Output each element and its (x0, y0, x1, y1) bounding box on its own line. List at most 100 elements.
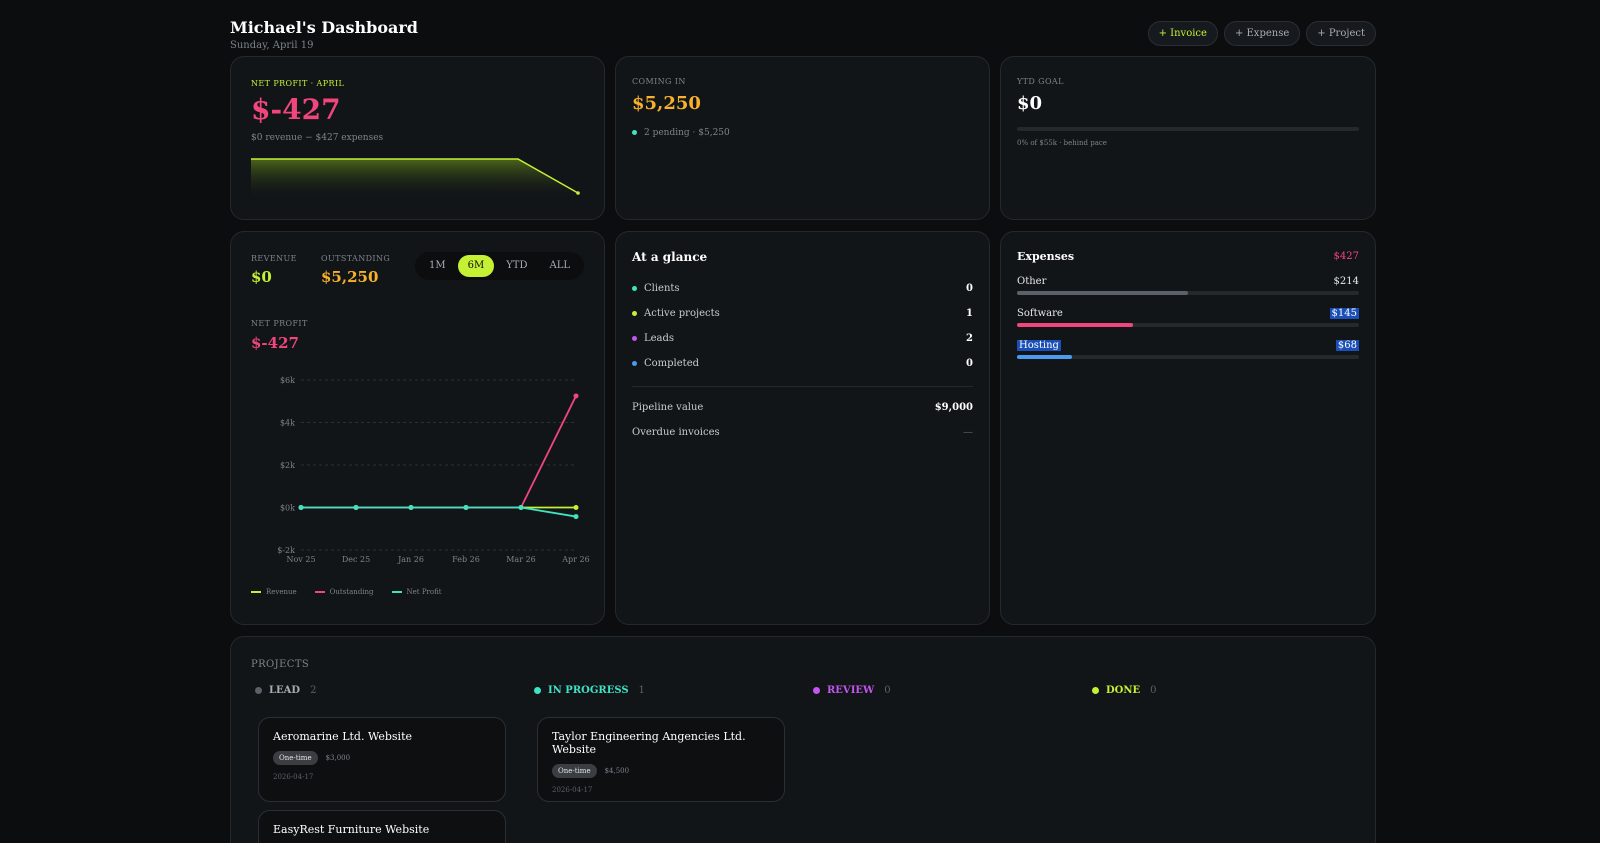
clients-dot (632, 285, 637, 291)
ytd-goal-value: $0 (1017, 93, 1043, 114)
at-a-glance-title: At a glance (632, 250, 708, 264)
column-in-progress[interactable]: IN PROGRESS 1 (534, 685, 645, 696)
page-title: Michael's Dashboard (230, 18, 418, 37)
expense-value: $68 (1335, 340, 1359, 351)
project-card[interactable]: Aeromarine Ltd. Website One-time $3,000 2… (258, 717, 506, 802)
column-label: LEAD (269, 685, 301, 696)
review-dot (813, 687, 820, 694)
page-date: Sunday, April 19 (230, 40, 314, 51)
y-tick-label: $-2k (277, 546, 295, 555)
in-progress-dot (534, 687, 541, 694)
column-label: REVIEW (827, 685, 875, 696)
expense-row-other: Other $214 (1017, 276, 1359, 295)
column-review[interactable]: REVIEW 0 (813, 685, 891, 696)
x-tick-label: Apr 26 (561, 555, 589, 564)
glance-label: Leads (644, 332, 675, 344)
projects-board: PROJECTS LEAD 2 IN PROGRESS 1 REVIEW 0 DONE… (230, 636, 1376, 843)
x-tick-label: Dec 25 (342, 555, 370, 564)
legend-item[interactable]: Revenue (251, 588, 297, 596)
x-tick-label: Jan 26 (397, 555, 424, 564)
data-point[interactable] (353, 505, 359, 510)
glance-value: 2 (966, 332, 973, 344)
expense-label: Other (1017, 276, 1047, 287)
expenses-card: Expenses $427 Other $214 Software $145 Hos… (1000, 231, 1376, 625)
data-point[interactable] (298, 505, 304, 510)
project-price: $3,000 (325, 754, 351, 762)
pipeline-row: Pipeline value $9,000 (632, 398, 973, 416)
add-invoice-button[interactable]: + Invoice (1147, 21, 1218, 46)
net-profit-label: NET PROFIT · APRIL (251, 79, 345, 88)
expense-bar (1017, 291, 1359, 295)
overdue-label: Overdue invoices (632, 426, 720, 438)
expense-row-hosting: Hosting $68 (1017, 340, 1359, 359)
add-project-button[interactable]: + Project (1306, 21, 1376, 46)
range-all[interactable]: ALL (549, 260, 570, 271)
glance-row-active-projects: Active projects 1 (632, 304, 973, 322)
glance-label: Clients (644, 282, 680, 294)
expense-label: Hosting (1017, 340, 1061, 351)
data-point[interactable] (573, 393, 579, 399)
glance-divider (632, 386, 973, 387)
ytd-goal-card: YTD GOAL $0 0% of $55k · behind pace (1000, 56, 1376, 220)
expenses-total: $427 (1333, 251, 1359, 262)
data-point[interactable] (408, 505, 414, 510)
glance-row-completed: Completed 0 (632, 354, 973, 372)
legend-item[interactable]: Net Profit (391, 588, 442, 596)
range-ytd[interactable]: YTD (506, 260, 528, 271)
legend-swatch (314, 591, 325, 593)
billing-tag: One-time (273, 751, 318, 765)
coming-in-value: $5,250 (632, 93, 701, 114)
glance-value: 1 (966, 307, 973, 319)
trend-net-label: NET PROFIT (251, 319, 308, 328)
ytd-goal-progress-bar (1017, 127, 1359, 131)
net-profit-card: NET PROFIT · APRIL $-427 $0 revenue − $4… (230, 56, 605, 220)
y-tick-label: $4k (280, 419, 295, 428)
glance-label: Completed (644, 357, 700, 369)
data-point[interactable] (573, 514, 579, 520)
column-count: 0 (884, 685, 891, 696)
expense-bar (1017, 355, 1359, 359)
add-expense-button[interactable]: + Expense (1223, 21, 1301, 46)
range-6m[interactable]: 6M (457, 255, 495, 277)
coming-in-label: COMING IN (632, 77, 686, 86)
pipeline-label: Pipeline value (632, 401, 704, 413)
column-count: 2 (310, 685, 317, 696)
column-done[interactable]: DONE 0 (1092, 685, 1157, 696)
y-tick-label: $2k (280, 461, 295, 470)
column-lead[interactable]: LEAD 2 (255, 685, 316, 696)
range-selector: 1M 6M YTD ALL (414, 252, 584, 280)
project-date: 2026-04-17 (552, 786, 593, 794)
x-tick-label: Feb 26 (452, 555, 480, 564)
y-tick-label: $0k (280, 504, 295, 513)
project-title: Aeromarine Ltd. Website (273, 730, 413, 743)
project-card[interactable]: EasyRest Furniture Website (258, 810, 506, 843)
leads-dot (632, 335, 637, 341)
done-dot (1092, 687, 1099, 694)
expense-value: $145 (1329, 308, 1359, 319)
lead-dot (255, 687, 262, 694)
header: Michael's Dashboard Sunday, April 19 + I… (230, 16, 1376, 56)
legend-label: Outstanding (329, 588, 374, 596)
data-point[interactable] (518, 505, 524, 510)
column-label: IN PROGRESS (548, 685, 629, 696)
range-1m[interactable]: 1M (428, 260, 446, 271)
expense-bar-fill (1017, 355, 1072, 359)
glance-value: 0 (966, 282, 973, 294)
expense-bar-fill (1017, 323, 1134, 327)
data-point[interactable] (573, 505, 579, 510)
active-projects-dot (632, 310, 637, 316)
coming-in-detail: 2 pending · $5,250 (632, 128, 730, 138)
data-point[interactable] (463, 505, 469, 510)
project-card[interactable]: Taylor Engineering Angencies Ltd. Websit… (537, 717, 785, 802)
completed-dot (632, 360, 637, 366)
coming-in-detail-text: 2 pending · $5,250 (644, 128, 730, 138)
trend-card: REVENUE $0 OUTSTANDING $5,250 1M 6M YTD … (230, 231, 605, 625)
at-a-glance-card: At a glance Clients 0 Active projects 1 … (615, 231, 990, 625)
legend-item[interactable]: Outstanding (314, 588, 374, 596)
ytd-goal-detail: 0% of $55k · behind pace (1017, 139, 1107, 147)
projects-title: PROJECTS (251, 659, 310, 670)
ytd-goal-label: YTD GOAL (1017, 77, 1064, 86)
outstanding-label: OUTSTANDING (321, 254, 391, 263)
x-tick-label: Nov 25 (286, 555, 315, 564)
